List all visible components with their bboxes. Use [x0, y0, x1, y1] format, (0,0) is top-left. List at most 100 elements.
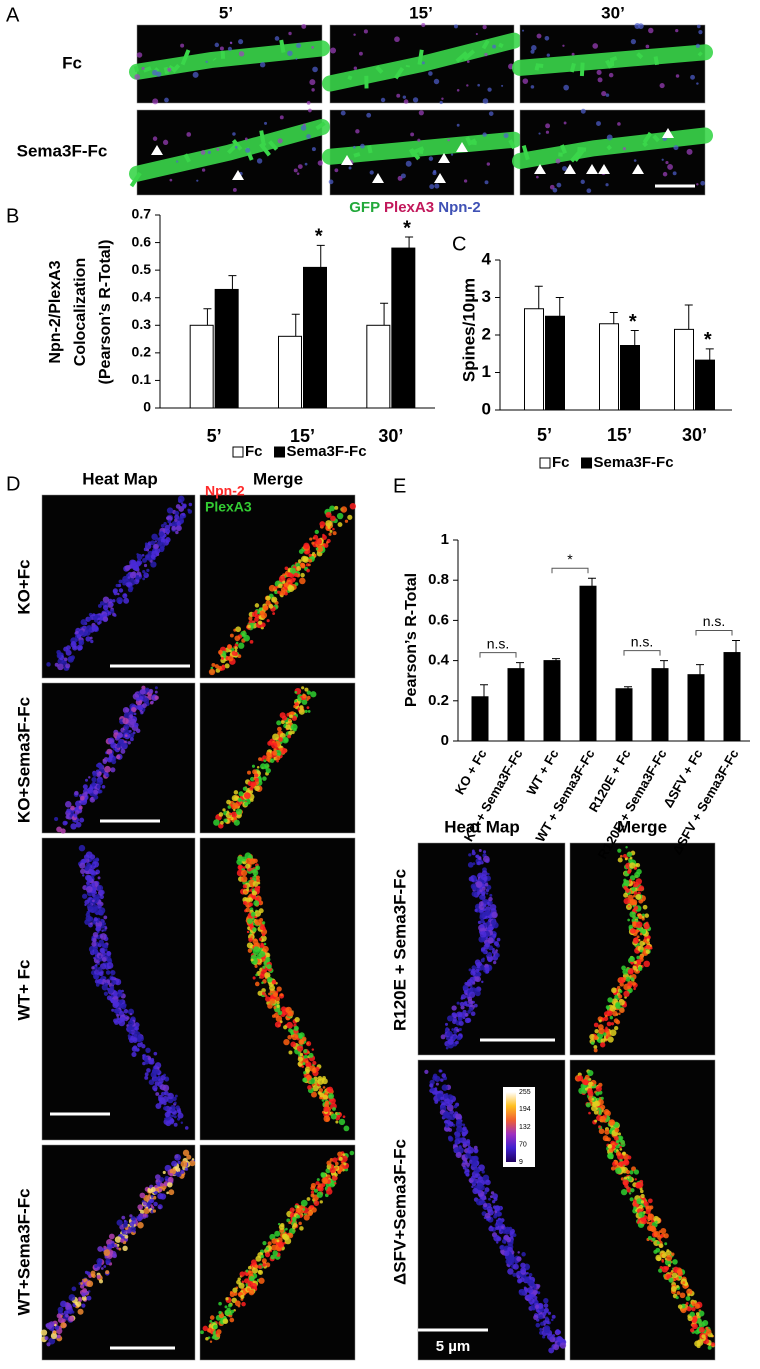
puncta — [252, 927, 257, 932]
puncta — [297, 172, 300, 175]
puncta — [676, 1285, 679, 1288]
puncta — [323, 1106, 329, 1112]
puncta — [53, 1331, 56, 1334]
puncta — [272, 734, 279, 741]
bar — [688, 675, 704, 741]
puncta — [208, 151, 211, 154]
puncta — [251, 1259, 257, 1265]
puncta — [265, 957, 270, 962]
puncta — [151, 554, 156, 559]
puncta — [300, 573, 304, 577]
puncta — [661, 1253, 666, 1258]
puncta — [463, 985, 469, 991]
puncta — [477, 84, 480, 87]
puncta — [278, 737, 283, 742]
puncta — [648, 1198, 653, 1203]
puncta — [99, 958, 102, 961]
puncta — [483, 1203, 487, 1207]
puncta — [260, 925, 265, 930]
puncta — [176, 504, 181, 509]
puncta — [634, 159, 637, 162]
puncta — [128, 1034, 131, 1037]
puncta — [467, 979, 474, 986]
row-label: WT+Sema3F-Fc — [14, 1188, 33, 1315]
puncta — [241, 1302, 246, 1307]
puncta — [624, 898, 630, 904]
puncta — [233, 188, 237, 192]
puncta — [145, 542, 148, 545]
puncta — [151, 1187, 156, 1192]
puncta — [484, 910, 490, 916]
puncta — [221, 657, 224, 660]
puncta — [171, 1119, 175, 1123]
puncta — [237, 654, 241, 658]
puncta — [280, 590, 286, 596]
puncta — [255, 603, 259, 607]
puncta — [254, 965, 257, 968]
puncta — [251, 912, 256, 917]
puncta — [671, 1252, 674, 1255]
bar — [652, 669, 668, 741]
bar — [544, 661, 560, 741]
puncta — [619, 1148, 622, 1151]
puncta — [638, 966, 643, 971]
puncta — [163, 140, 168, 145]
puncta — [625, 858, 628, 861]
puncta — [696, 1312, 700, 1316]
comparison-bracket — [552, 568, 588, 573]
puncta — [697, 1339, 704, 1346]
puncta — [556, 1329, 560, 1333]
puncta — [297, 1045, 303, 1051]
puncta — [229, 1318, 234, 1323]
puncta — [210, 1340, 212, 1342]
puncta — [164, 98, 169, 103]
puncta — [564, 122, 567, 125]
row-label: Sema3F-Fc — [17, 141, 108, 160]
puncta — [146, 569, 149, 572]
puncta — [321, 1172, 326, 1177]
puncta — [95, 974, 98, 977]
puncta — [701, 1334, 705, 1338]
puncta — [627, 852, 632, 857]
bar — [508, 669, 524, 741]
puncta — [513, 1233, 517, 1237]
puncta — [531, 85, 535, 89]
puncta — [447, 1015, 453, 1021]
puncta — [424, 1070, 428, 1074]
puncta — [41, 1329, 47, 1335]
puncta — [594, 1023, 599, 1028]
puncta — [317, 1078, 323, 1084]
puncta — [466, 1173, 470, 1177]
puncta — [603, 1109, 609, 1115]
puncta — [192, 1158, 194, 1160]
puncta — [619, 990, 622, 993]
puncta — [483, 856, 490, 863]
puncta — [317, 1178, 320, 1181]
puncta — [135, 1026, 139, 1030]
puncta — [235, 649, 238, 652]
puncta — [501, 85, 503, 87]
puncta — [82, 874, 84, 876]
puncta — [586, 1103, 591, 1108]
puncta — [332, 528, 335, 531]
puncta — [171, 1114, 174, 1117]
puncta — [607, 997, 612, 1002]
y-tick-label: 0 — [482, 399, 491, 418]
puncta — [696, 183, 698, 185]
puncta — [623, 893, 628, 898]
puncta — [182, 504, 187, 509]
y-axis-label: Colocalization — [72, 258, 89, 366]
micrographs — [41, 23, 715, 1360]
puncta — [677, 1291, 681, 1295]
puncta — [646, 945, 650, 949]
puncta — [596, 1086, 602, 1092]
puncta — [294, 700, 297, 703]
puncta — [419, 110, 424, 115]
puncta — [556, 159, 561, 164]
puncta — [648, 1213, 655, 1220]
panel-label: E — [393, 475, 406, 497]
puncta — [516, 1275, 519, 1278]
puncta — [325, 520, 332, 527]
puncta — [504, 1241, 507, 1244]
puncta — [213, 819, 220, 826]
